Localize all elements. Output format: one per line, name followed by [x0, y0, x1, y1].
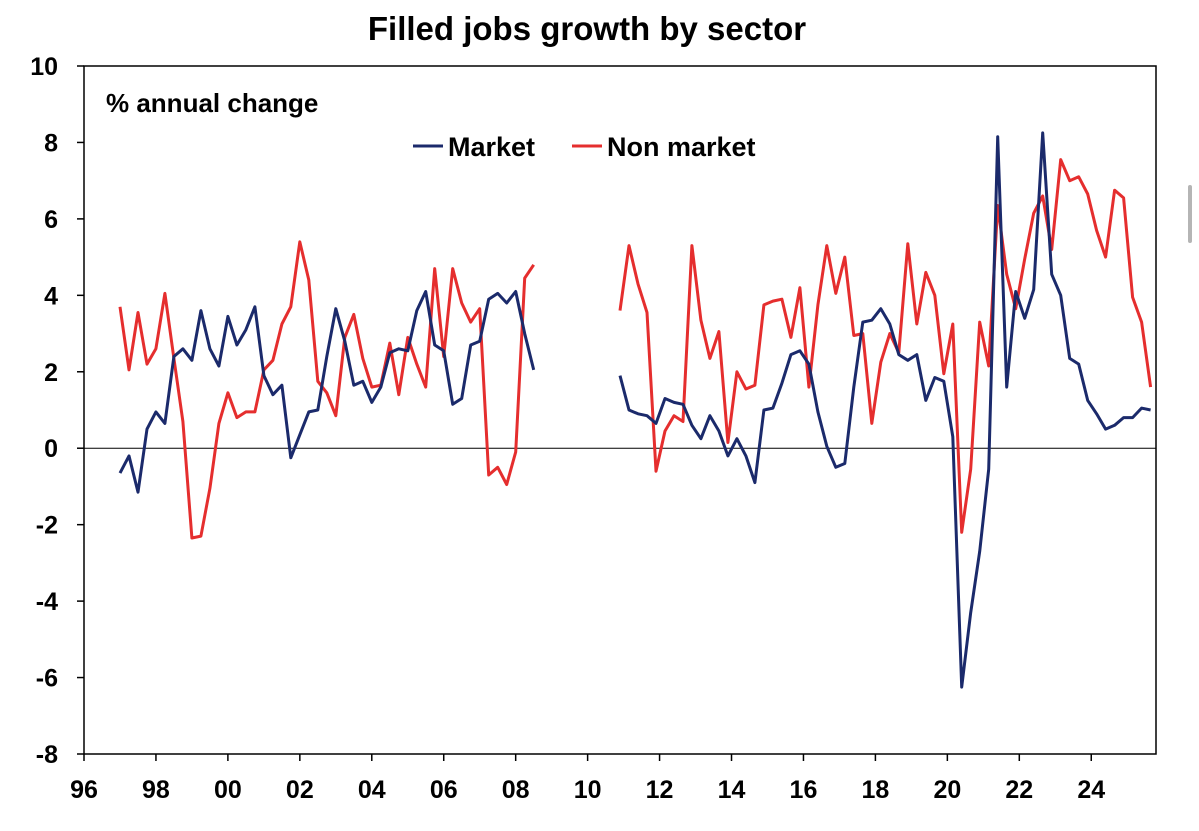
- scrollbar-thumb[interactable]: [1188, 185, 1192, 243]
- series-line-non-market: [618, 158, 1153, 534]
- x-tick-label: 18: [862, 776, 890, 804]
- y-tick-label: -8: [36, 741, 58, 769]
- x-tick-label: 16: [790, 776, 818, 804]
- y-tick-label: -6: [36, 665, 58, 693]
- y-tick-label: -2: [36, 512, 58, 540]
- x-axis: 96 98 00 02 04 06 08 10 12 14 16 18 20 22 24: [70, 754, 1105, 804]
- y-tick-label: -4: [36, 588, 58, 616]
- y-tick-label: 2: [44, 359, 58, 387]
- x-tick-label: 96: [70, 776, 98, 804]
- y-tick-label: 0: [44, 435, 58, 463]
- y-tick-label: 6: [44, 206, 58, 234]
- x-tick-label: 06: [430, 776, 458, 804]
- y-tick-label: 8: [44, 129, 58, 157]
- x-tick-label: 02: [286, 776, 314, 804]
- x-tick-label: 10: [574, 776, 602, 804]
- series-line-market: [118, 290, 536, 494]
- x-tick-label: 00: [214, 776, 242, 804]
- x-tick-label: 98: [142, 776, 170, 804]
- y-tick-label: 4: [44, 282, 58, 310]
- x-tick-label: 08: [502, 776, 530, 804]
- chart-title: Filled jobs growth by sector: [368, 10, 806, 47]
- series-layer: [118, 131, 1153, 689]
- x-tick-label: 12: [646, 776, 674, 804]
- legend-label-non-market: Non market: [607, 132, 756, 162]
- plot-frame: [83, 65, 1157, 755]
- x-tick-label: 14: [718, 776, 746, 804]
- unit-label: % annual change: [106, 88, 318, 118]
- x-tick-label: 24: [1077, 776, 1105, 804]
- series-line-market: [618, 131, 1151, 689]
- series-line-non-market: [118, 240, 535, 540]
- x-tick-label: 22: [1005, 776, 1033, 804]
- y-tick-label: 10: [30, 53, 58, 81]
- legend: Market Non market: [413, 132, 756, 162]
- x-tick-label: 04: [358, 776, 386, 804]
- x-tick-label: 20: [933, 776, 961, 804]
- legend-label-market: Market: [448, 132, 535, 162]
- y-axis: 10 8 6 4 2 0 -2 -4 -6 -8: [30, 53, 84, 769]
